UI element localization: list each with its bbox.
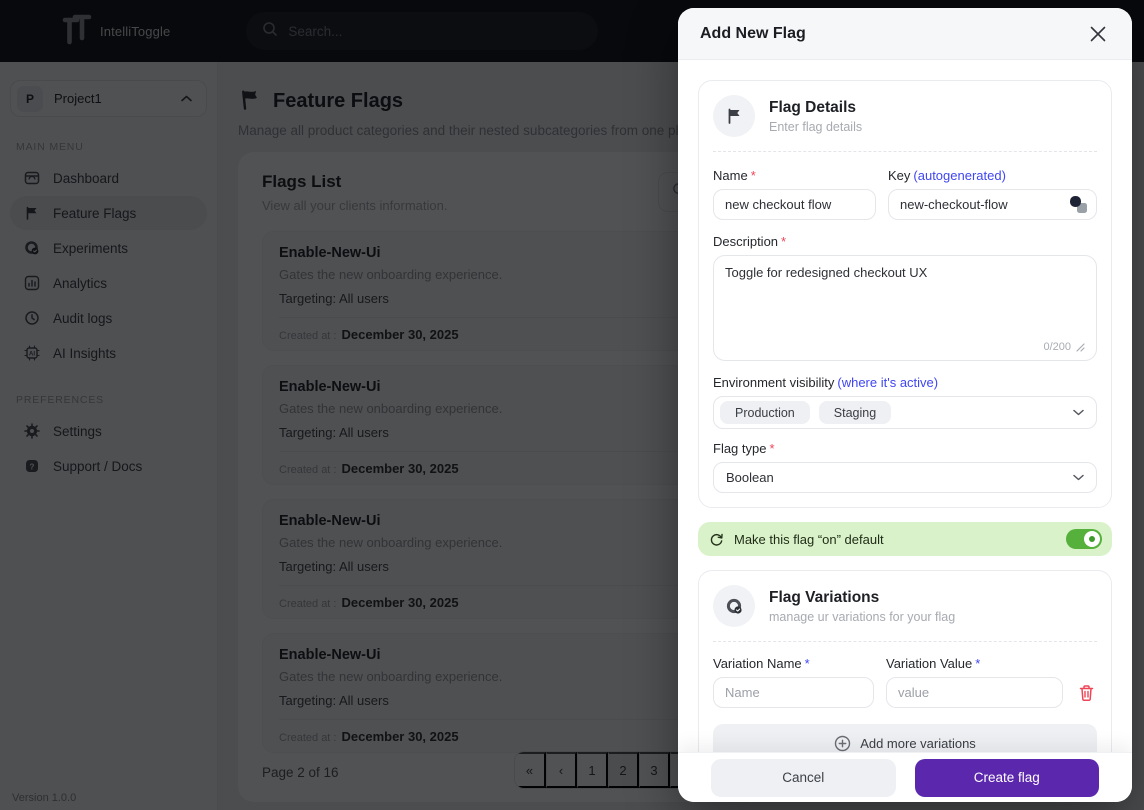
default-on-toggle[interactable] bbox=[1066, 529, 1102, 549]
environment-chip-production[interactable]: Production bbox=[720, 401, 810, 424]
required-asterisk: * bbox=[769, 441, 775, 456]
flag-details-card: Flag Details Enter flag details Name * K… bbox=[698, 80, 1112, 508]
add-more-variations-label: Add more variations bbox=[860, 735, 976, 751]
modal-footer: Cancel Create flag bbox=[678, 752, 1132, 802]
flag-details-title: Flag Details bbox=[769, 98, 856, 116]
dashed-divider bbox=[713, 641, 1097, 642]
environment-visibility-label: Environment visibility bbox=[713, 375, 835, 390]
required-asterisk: * bbox=[781, 234, 787, 249]
environment-visibility-select[interactable]: Production Staging bbox=[713, 396, 1097, 429]
delete-variation-icon[interactable] bbox=[1078, 684, 1095, 702]
variation-name-label: Variation Name bbox=[713, 656, 802, 671]
add-new-flag-modal: Add New Flag Flag Details Enter flag det… bbox=[678, 8, 1132, 802]
modal-body: Flag Details Enter flag details Name * K… bbox=[678, 60, 1132, 752]
flag-details-icon bbox=[713, 95, 755, 137]
environment-hint: (where it's active) bbox=[837, 375, 939, 390]
flag-variations-card: Flag Variations manage ur variations for… bbox=[698, 570, 1112, 752]
required-asterisk: * bbox=[804, 656, 810, 671]
chevron-down-icon bbox=[1073, 409, 1084, 416]
key-autogenerated-hint: (autogenerated) bbox=[913, 168, 1006, 183]
description-field[interactable]: Toggle for redesigned checkout UX bbox=[725, 265, 1085, 338]
copy-icon[interactable] bbox=[1070, 196, 1087, 213]
chevron-down-icon bbox=[1073, 474, 1084, 481]
default-on-label: Make this flag “on” default bbox=[734, 531, 884, 547]
key-field[interactable] bbox=[888, 189, 1097, 220]
flag-type-select[interactable]: Boolean bbox=[713, 462, 1097, 493]
dashed-divider bbox=[713, 151, 1097, 152]
create-flag-button[interactable]: Create flag bbox=[914, 758, 1099, 797]
flag-variations-icon bbox=[713, 585, 755, 627]
cancel-button[interactable]: Cancel bbox=[711, 758, 896, 797]
key-label: Key bbox=[888, 168, 911, 183]
modal-title: Add New Flag bbox=[700, 24, 806, 42]
default-on-banner: Make this flag “on” default bbox=[698, 522, 1112, 556]
variation-value-label: Variation Value bbox=[886, 656, 973, 671]
required-asterisk: * bbox=[750, 168, 756, 183]
required-asterisk: * bbox=[975, 656, 981, 671]
variation-name-field[interactable] bbox=[713, 677, 874, 708]
plus-circle-icon bbox=[834, 735, 851, 751]
flag-variations-title: Flag Variations bbox=[769, 588, 880, 606]
add-more-variations-button[interactable]: Add more variations bbox=[713, 724, 1097, 752]
description-label: Description bbox=[713, 234, 779, 249]
flag-details-subtitle: Enter flag details bbox=[769, 119, 863, 134]
modal-header: Add New Flag bbox=[678, 8, 1132, 60]
description-char-counter: 0/200 bbox=[1043, 341, 1071, 353]
flag-type-label: Flag type bbox=[713, 441, 767, 456]
name-label: Name bbox=[713, 168, 748, 183]
flag-type-value: Boolean bbox=[726, 470, 774, 485]
variation-value-field[interactable] bbox=[886, 677, 1063, 708]
name-field[interactable] bbox=[713, 189, 876, 220]
flag-variations-subtitle: manage ur variations for your flag bbox=[769, 609, 956, 624]
environment-chip-staging[interactable]: Staging bbox=[818, 401, 892, 424]
sync-icon bbox=[710, 533, 723, 546]
resize-handle-icon[interactable] bbox=[1076, 342, 1085, 352]
close-icon[interactable] bbox=[1086, 22, 1110, 46]
